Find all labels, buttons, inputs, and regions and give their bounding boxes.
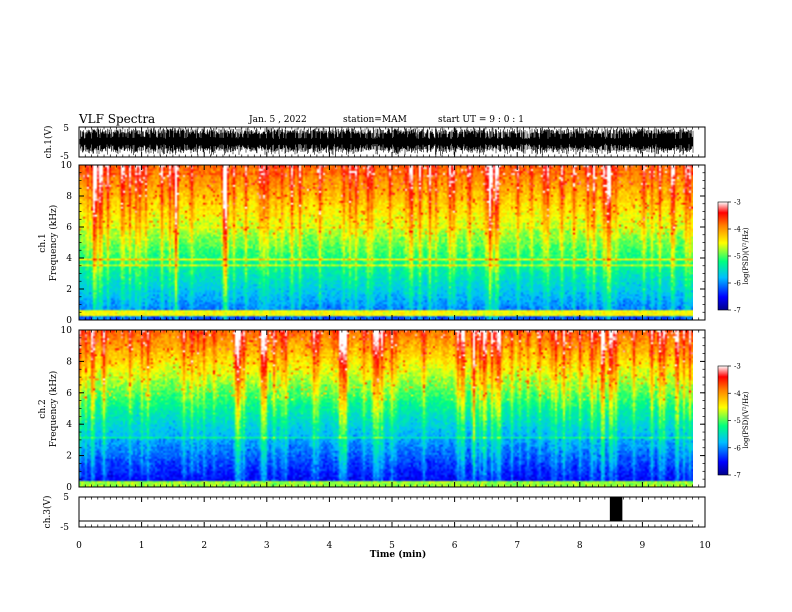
ch3-ytick-top: 5 [63,493,69,503]
x-tick-label: 10 [699,541,711,551]
ch2-spectrogram-ytick-label: 6 [66,389,72,399]
figure-title: VLF Spectra [78,112,155,126]
ch1-ytick-bottom: -5 [60,152,69,162]
ch1-colorbar-tick-label: -6 [734,280,741,288]
x-tick-label: 2 [201,541,207,551]
ch1-spectrogram-ylabel-channel: ch.1 [38,233,48,252]
ch1-ytick-top: 5 [63,124,69,134]
x-tick-label: 1 [139,541,145,551]
ch3-pulse [609,497,623,521]
ch1-colorbar-tick-label: -7 [734,307,741,315]
ch2-colorbar-tick-label: -6 [734,444,741,452]
ch1-waveform-ylabel: ch.1(V) [43,126,54,159]
ch1-spectrogram-image [79,165,693,320]
ch2-colorbar-tick-label: -5 [734,417,741,425]
ch2-colorbar-ticks: -3 -4 -5 -6 -7 [728,363,741,480]
ch1-waveform-trace [79,128,694,156]
ch1-spectrogram-ytick-label: 10 [61,161,73,171]
x-tick-label: 9 [640,541,646,551]
ch2-spectrogram-ytick-label: 2 [66,452,72,462]
ch2-spectrogram-ylabel-frequency: Frequency (kHz) [48,371,59,448]
ch2-spectrogram-yticks: 0 2 4 6 8 10 [61,326,705,493]
ch2-spectrogram-ylabel-channel: ch.2 [38,399,48,418]
ch1-spectrogram-panel: 0 2 4 6 8 10 ch.1 Frequency (kHz) [38,161,706,326]
ch1-spectrogram-ytick-label: 8 [66,192,72,202]
ch1-colorbar-gradient [717,201,729,311]
ch1-spectrogram-ylabel-frequency: Frequency (kHz) [48,205,59,282]
ch3-waveform-ylabel: ch.3(V) [42,496,53,529]
ch1-waveform-line [79,128,694,156]
time-axis-labels: 0 1 2 3 4 5 6 7 8 9 10 [76,541,711,551]
ch2-spectrogram-ytick-label: 10 [61,326,73,336]
x-tick-label: 5 [389,541,395,551]
ch2-colorbar-label: log(PSD)(V²/Hz) [742,391,750,448]
ch2-colorbar: -3 -4 -5 -6 -7 log(PSD)(V²/Hz) [717,363,750,480]
ch2-spectrogram-image [79,330,693,487]
ch2-spectrogram-panel: 0 2 4 6 8 10 ch.2 Frequency (kHz) [38,326,706,493]
time-axis-label: Time (min) [370,549,427,560]
ch2-spectrogram-ytick-label: 4 [66,420,72,430]
figure-start-time: start UT = 9 : 0 : 1 [438,115,524,125]
ch3-ytick-bottom: -5 [60,523,69,533]
ch2-spectrogram-ytick-label: 0 [66,483,72,493]
x-tick-label: 6 [452,541,458,551]
ch1-waveform-panel: 5 -5 ch.1(V) [43,124,706,162]
ch2-colorbar-tick-label: -3 [734,363,741,371]
time-axis-ticks [78,127,706,527]
ch2-colorbar-gradient [717,365,729,476]
ch1-colorbar-tick-label: -3 [734,199,741,207]
ch1-colorbar-ticks: -3 -4 -5 -6 -7 [728,199,741,315]
x-tick-label: 7 [514,541,520,551]
ch1-spectrogram-ytick-label: 6 [66,223,72,233]
x-tick-label: 8 [577,541,583,551]
ch1-spectrogram-yticks: 0 2 4 6 8 10 [61,161,705,326]
ch1-colorbar: -3 -4 -5 -6 -7 log(PSD)(V²/Hz) [717,199,750,315]
ch1-spectrogram-ytick-label: 4 [66,254,72,264]
figure-date: Jan. 5 , 2022 [248,115,307,125]
ch1-colorbar-label: log(PSD)(V²/Hz) [742,227,750,284]
ch2-colorbar-tick-label: -7 [734,472,741,480]
x-tick-label: 4 [327,541,333,551]
figure-station: station=MAM [343,115,407,125]
x-tick-label: 3 [264,541,270,551]
ch1-spectrogram-ytick-label: 2 [66,285,72,295]
x-tick-label: 0 [76,541,82,551]
ch1-spectrogram-ytick-label: 0 [66,316,72,326]
ch1-colorbar-tick-label: -4 [734,226,741,234]
ch2-spectrogram-ytick-label: 8 [66,357,72,367]
ch1-colorbar-tick-label: -5 [734,253,741,261]
ch2-colorbar-tick-label: -4 [734,390,741,398]
